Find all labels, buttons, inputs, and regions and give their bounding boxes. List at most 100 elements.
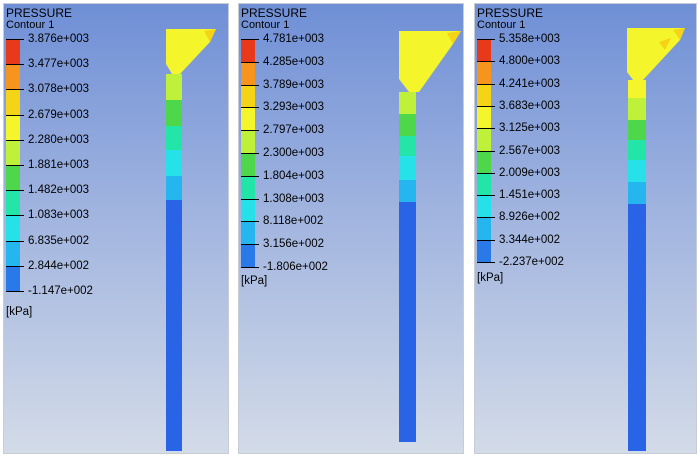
- legend-subtitle: Contour 1: [6, 19, 55, 31]
- legend-tick-label: -1.806e+002: [263, 261, 328, 273]
- legend-tick-label: 1.804e+003: [263, 169, 325, 182]
- stem-band-1: [399, 92, 416, 114]
- legend-tick-label: 1.083e+003: [28, 209, 90, 222]
- legend-tick-label: 8.118e+002: [263, 215, 324, 228]
- legend-band: [241, 153, 255, 177]
- legend-tick-label: 2.844e+002: [28, 259, 90, 272]
- legend-tick: [477, 172, 495, 174]
- legend-tick: [241, 175, 259, 177]
- legend-tick-label: 2.300e+003: [263, 147, 325, 159]
- pressure-geometry: [399, 31, 461, 442]
- legend-tick-label: 1.451e+003: [499, 189, 561, 202]
- legend-tick: [241, 39, 259, 40]
- legend-subtitle: Contour 1: [477, 19, 526, 31]
- funnel-tip: [204, 29, 216, 42]
- legend-tick: [6, 165, 24, 166]
- legend-band: [6, 89, 20, 116]
- legend-title: PRESSURE: [6, 6, 73, 20]
- stem-band-2: [399, 114, 416, 136]
- legend-band: [477, 83, 491, 107]
- legend-band: [241, 221, 255, 245]
- legend-tick-label: 3.789e+003: [263, 78, 325, 91]
- legend-band: [477, 239, 491, 263]
- pressure-geometry: [166, 29, 216, 451]
- legend-tick: [477, 105, 495, 107]
- legend-tick: [241, 107, 259, 109]
- legend-tick: [477, 61, 495, 63]
- legend-band: [6, 265, 20, 292]
- legend-tick: [477, 262, 495, 263]
- stem-band-4: [166, 150, 182, 176]
- legend-tick-label: -1.147e+002: [28, 285, 93, 297]
- legend-tick-label: 1.308e+003: [263, 192, 325, 205]
- legend-tick: [6, 89, 24, 91]
- stem-band-5: [166, 176, 182, 200]
- stem-band-4: [399, 156, 416, 180]
- legend-tick: [6, 114, 24, 116]
- legend-unit: [kPa]: [6, 306, 33, 318]
- legend-tick: [477, 150, 495, 152]
- legend-band: [6, 215, 20, 242]
- legend-tick: [241, 153, 259, 154]
- contour-panel-3: PRESSURE Contour 1 5.358e+003 4.800e+003 4…: [474, 3, 697, 454]
- funnel-tip: [447, 31, 461, 44]
- legend-tick-label: 3.683e+003: [499, 99, 561, 112]
- legend-tick: [477, 195, 495, 197]
- legend-band: [241, 244, 255, 268]
- legend-tick: [6, 240, 24, 242]
- stem-column: [399, 202, 416, 442]
- legend-band: [477, 150, 491, 174]
- legend-tick-label: 4.781e+003: [263, 33, 325, 45]
- legend-band: [6, 64, 20, 90]
- legend-tick-label: 3.293e+003: [263, 101, 325, 114]
- legend-tick: [241, 221, 259, 223]
- stem-band-2: [628, 98, 646, 120]
- legend-unit: [kPa]: [241, 275, 268, 287]
- stem-band-4: [628, 140, 646, 160]
- legend-tick-label: 5.358e+003: [499, 33, 561, 45]
- stem-band-1: [166, 74, 182, 100]
- legend-band: [477, 217, 491, 241]
- legend-unit: [kPa]: [477, 272, 504, 284]
- legend-tick: [241, 244, 259, 246]
- legend-band: [241, 39, 255, 63]
- legend-band: [6, 165, 20, 191]
- legend-tick: [477, 39, 495, 40]
- legend-tick-label: 2.797e+003: [263, 124, 325, 137]
- funnel-tip: [659, 38, 671, 50]
- legend-tick: [241, 267, 259, 268]
- legend-tick: [477, 217, 495, 219]
- legend-tick-label: 4.285e+003: [263, 55, 325, 68]
- legend-tick: [6, 139, 24, 141]
- legend-band: [241, 84, 255, 108]
- legend-tick-label: 2.567e+003: [499, 144, 561, 157]
- legend-tick: [6, 64, 24, 66]
- legend-tick: [6, 190, 24, 192]
- legend-band: [6, 114, 20, 141]
- funnel-top: [399, 31, 461, 92]
- stem-band-5: [628, 160, 646, 182]
- pressure-geometry: [627, 28, 685, 451]
- legend-tick: [241, 84, 259, 86]
- legend-tick: [241, 130, 259, 132]
- legend-band: [477, 195, 491, 218]
- legend-tick: [6, 265, 24, 267]
- stem-band-3: [166, 126, 182, 150]
- legend-tick-label: 1.881e+003: [28, 159, 90, 171]
- legend-band: [6, 190, 20, 216]
- legend-band: [477, 128, 491, 151]
- legend-band: [6, 139, 20, 166]
- stem-band-1: [628, 80, 646, 98]
- legend-tick-label: 3.344e+002: [499, 233, 561, 246]
- legend-band: [241, 130, 255, 154]
- legend-band: [477, 39, 491, 62]
- contour-panel-1: PRESSURE Contour 1 3.876e+003 3.477e+003 3…: [3, 3, 229, 454]
- stem-band-3: [399, 136, 416, 156]
- legend-band: [241, 61, 255, 86]
- legend-tick-label: 3.156e+002: [263, 238, 325, 251]
- legend-tick-label: 2.009e+003: [499, 166, 561, 179]
- stem-band-2: [166, 100, 182, 126]
- legend-tick: [6, 215, 24, 217]
- stem-band-5: [399, 180, 416, 202]
- legend-tick: [6, 291, 24, 292]
